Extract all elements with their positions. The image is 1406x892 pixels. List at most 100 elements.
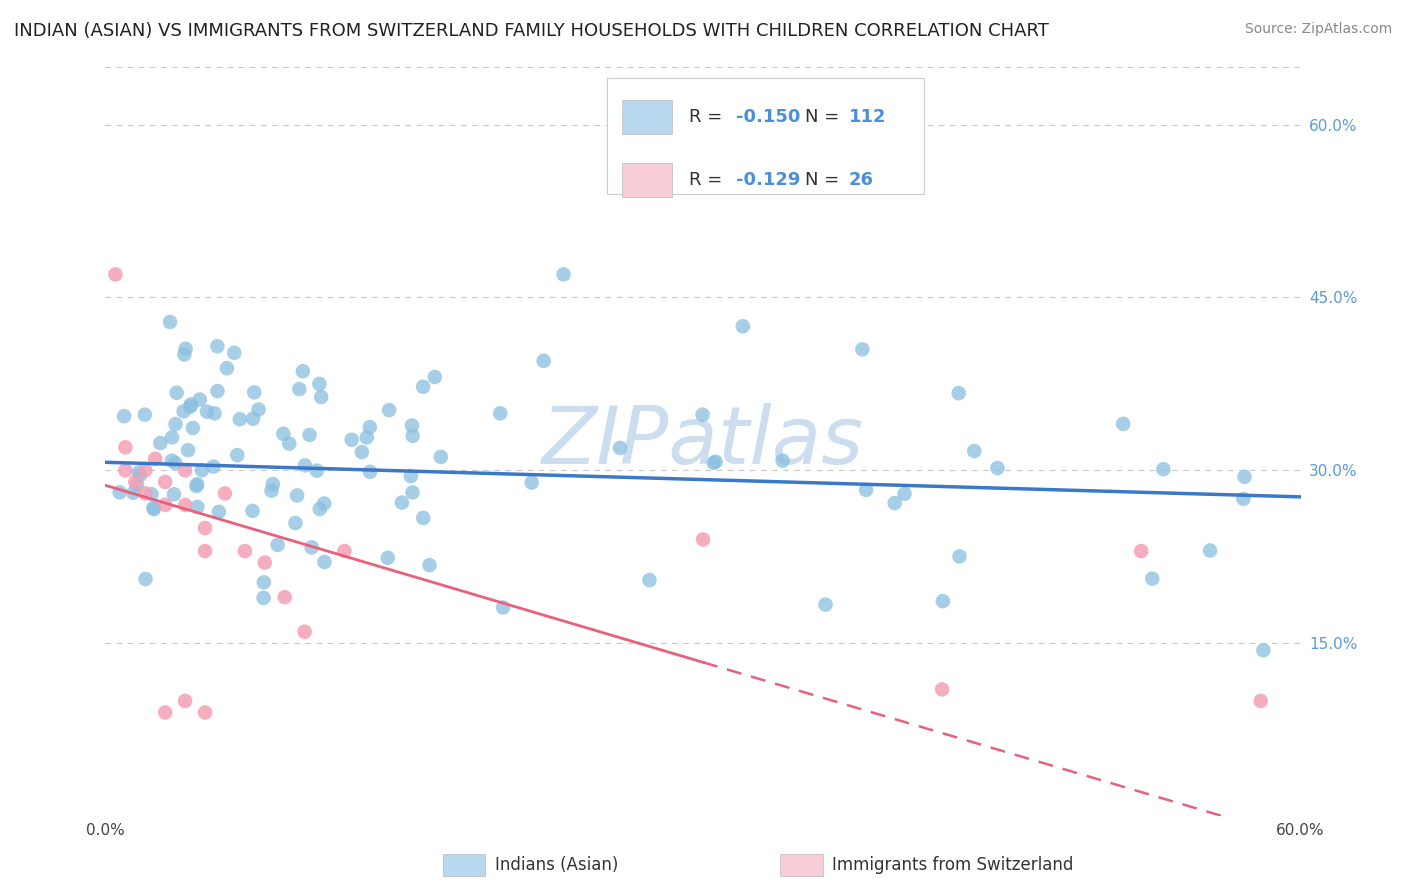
Point	[377, 550, 399, 565]
Text: -0.129: -0.129	[737, 170, 801, 189]
Text: 26: 26	[849, 170, 873, 189]
Point	[703, 456, 725, 470]
Point	[134, 486, 156, 500]
Point	[173, 404, 195, 418]
Point	[520, 475, 543, 490]
Point	[692, 533, 714, 547]
Text: N =: N =	[804, 108, 845, 126]
Point	[128, 466, 150, 480]
Point	[194, 706, 217, 720]
Point	[893, 487, 915, 501]
Point	[731, 319, 754, 334]
Point	[233, 544, 256, 558]
Text: Source: ZipAtlas.com: Source: ZipAtlas.com	[1244, 22, 1392, 37]
Point	[423, 370, 446, 384]
Point	[298, 428, 321, 442]
Point	[489, 406, 512, 420]
Point	[1112, 417, 1135, 431]
Point	[533, 354, 555, 368]
Point	[285, 488, 308, 502]
Point	[273, 590, 295, 604]
Point	[195, 404, 218, 418]
Point	[124, 475, 146, 489]
Point	[1130, 544, 1153, 558]
Point	[430, 450, 453, 464]
Point	[350, 445, 373, 459]
Point	[112, 409, 135, 424]
Point	[851, 343, 873, 357]
Point	[1250, 694, 1272, 708]
Point	[883, 496, 905, 510]
Point	[166, 385, 188, 400]
Point	[153, 498, 177, 512]
Point	[266, 538, 288, 552]
Point	[104, 268, 127, 282]
Point	[202, 459, 225, 474]
Point	[356, 430, 378, 444]
Point	[242, 504, 264, 518]
Point	[814, 598, 837, 612]
Text: -0.150: -0.150	[737, 108, 801, 126]
Point	[1233, 470, 1256, 484]
Point	[114, 440, 136, 454]
Point	[260, 483, 283, 498]
Point	[253, 556, 276, 570]
Point	[301, 541, 323, 555]
Point	[772, 453, 794, 467]
Point	[1232, 491, 1254, 506]
Text: N =: N =	[804, 170, 845, 189]
Point	[134, 572, 156, 586]
Point	[153, 475, 177, 489]
Point	[134, 408, 156, 422]
FancyBboxPatch shape	[607, 78, 924, 194]
Point	[273, 426, 295, 441]
Point	[194, 544, 217, 558]
Point	[412, 380, 434, 394]
Point	[401, 418, 423, 433]
Point	[242, 411, 264, 425]
Point	[153, 706, 177, 720]
Point	[359, 465, 381, 479]
Point	[291, 364, 314, 378]
Point	[1152, 462, 1174, 476]
Point	[224, 346, 246, 360]
Point	[174, 342, 197, 356]
Point	[215, 361, 238, 376]
Point	[186, 500, 208, 514]
Point	[128, 468, 150, 483]
Point	[931, 682, 953, 697]
Point	[173, 347, 195, 361]
Point	[134, 463, 156, 477]
Point	[1253, 643, 1275, 657]
Point	[174, 498, 197, 512]
Point	[401, 428, 423, 442]
Point	[359, 420, 381, 434]
Point	[243, 385, 266, 400]
Point	[163, 487, 186, 501]
Point	[308, 502, 330, 516]
Text: ZIPatlas: ZIPatlas	[541, 402, 865, 481]
Point	[165, 456, 187, 470]
Point	[186, 477, 208, 491]
Point	[948, 549, 970, 564]
Point	[174, 463, 197, 477]
Point	[252, 591, 274, 605]
Point	[855, 483, 877, 497]
Point	[294, 458, 316, 473]
Point	[208, 505, 231, 519]
Text: 112: 112	[849, 108, 886, 126]
Point	[226, 448, 249, 462]
Point	[412, 511, 434, 525]
Point	[278, 436, 301, 450]
Point	[308, 376, 330, 391]
Point	[314, 496, 336, 510]
Point	[638, 573, 661, 587]
Point	[314, 555, 336, 569]
Point	[141, 487, 163, 501]
Point	[122, 485, 145, 500]
Point	[253, 575, 276, 590]
Point	[181, 421, 204, 435]
Point	[186, 479, 208, 493]
Point	[284, 516, 307, 530]
Point	[948, 386, 970, 401]
